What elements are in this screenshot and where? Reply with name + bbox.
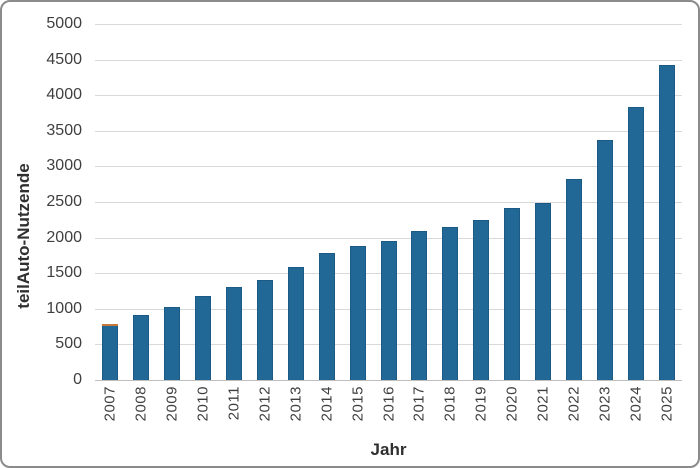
bar-2020: [504, 208, 521, 380]
bar-2019: [473, 220, 490, 380]
x-axis-title: Jahr: [370, 440, 407, 459]
bar-2024: [627, 106, 644, 380]
gridline-3500: [95, 130, 682, 132]
x-tick-label-2018: 2018: [441, 386, 459, 422]
bar-2015: [349, 245, 366, 380]
bar-2007: [102, 324, 119, 380]
x-tick-label-2021: 2021: [534, 386, 552, 422]
x-tick-label-2024: 2024: [627, 386, 645, 422]
x-tick-label-2016: 2016: [380, 386, 397, 422]
bar-2016: [380, 240, 397, 380]
bar-2013: [287, 266, 304, 380]
bar-2023: [596, 140, 613, 380]
x-tick-label-2025: 2025: [658, 386, 676, 422]
x-axis-line: [95, 380, 682, 381]
bar-2014: [318, 252, 335, 380]
y-tick-label-1500: 1500: [46, 264, 82, 282]
gridline-3000: [95, 166, 682, 168]
y-tick-label-4000: 4000: [46, 86, 82, 104]
bar-2012: [256, 279, 273, 380]
bar-2022: [565, 178, 582, 380]
bar-2017: [411, 230, 428, 380]
x-tick-label-2017: 2017: [410, 386, 428, 422]
bar-2010: [195, 295, 212, 380]
x-tick-label-2009: 2009: [163, 386, 181, 422]
plot-area: [95, 24, 682, 381]
bar-2007-orange-cap: [102, 324, 119, 327]
y-tick-label-500: 500: [55, 335, 82, 353]
gridline-4500: [95, 59, 682, 61]
bar-2025: [658, 64, 675, 380]
y-tick-label-4500: 4500: [46, 50, 82, 68]
x-tick-label-2015: 2015: [349, 386, 367, 422]
y-tick-label-3000: 3000: [46, 157, 82, 175]
x-tick-label-2020: 2020: [503, 386, 521, 422]
y-tick-label-5000: 5000: [46, 15, 82, 32]
x-tick-label-2012: 2012: [256, 386, 274, 422]
x-tick-label-2011: 2011: [225, 386, 243, 421]
bar-2018: [442, 226, 459, 380]
x-tick-label-2008: 2008: [132, 386, 150, 422]
x-tick-label-2014: 2014: [318, 386, 336, 422]
y-tick-label-1000: 1000: [46, 299, 82, 317]
gridline-5000: [95, 24, 682, 25]
y-tick-label-0: 0: [73, 371, 82, 388]
gridline-2000: [95, 237, 682, 239]
x-tick-label-2023: 2023: [596, 386, 614, 422]
x-tick-label-2013: 2013: [287, 386, 305, 422]
bar-2008: [133, 314, 150, 380]
y-tick-label-2000: 2000: [46, 228, 82, 246]
x-tick-label-2022: 2022: [565, 386, 583, 422]
gridline-4000: [95, 95, 682, 97]
bar-2011: [226, 287, 243, 380]
x-tick-label-2010: 2010: [194, 386, 212, 422]
x-tick-label-2019: 2019: [472, 386, 490, 422]
gridline-2500: [95, 202, 682, 203]
bar-2009: [164, 307, 181, 380]
x-tick-label-2007: 2007: [101, 386, 119, 422]
bar-2021: [534, 203, 551, 380]
y-tick-label-2500: 2500: [46, 193, 82, 210]
y-tick-label-3500: 3500: [46, 121, 82, 139]
